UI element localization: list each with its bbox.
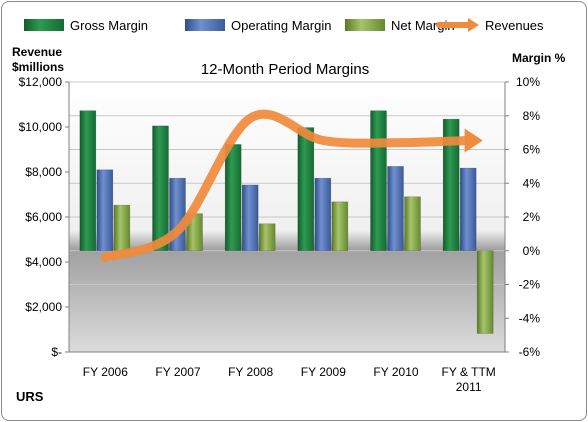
x-tick-label: FY & TTM	[442, 365, 496, 379]
bar-gross-margin	[297, 127, 315, 252]
left-tick-label: $4,000	[25, 255, 62, 269]
bar-operating-margin	[241, 184, 259, 252]
legend-swatch-operating-margin	[185, 19, 225, 31]
legend-label-revenues: Revenues	[485, 18, 544, 33]
bar-gross-margin	[442, 118, 460, 252]
company-label: URS	[16, 389, 44, 404]
left-tick-label: $10,000	[19, 120, 63, 134]
x-tick-label: FY 2010	[373, 365, 418, 379]
bar-operating-margin	[459, 167, 477, 252]
x-tick-label: FY 2009	[301, 365, 346, 379]
right-tick-label: 8%	[523, 109, 541, 123]
left-tick-label: $8,000	[25, 165, 62, 179]
chart-title: 12-Month Period Margins	[201, 61, 369, 78]
bar-gross-margin	[370, 110, 387, 252]
left-axis-label-line1: Revenue	[12, 45, 62, 59]
revenue-line	[100, 109, 483, 262]
right-axis-label: Margin %	[512, 51, 566, 65]
x-tick-label: FY 2006	[83, 365, 128, 379]
left-tick-label: $12,000	[19, 75, 63, 89]
bar-net-margin	[331, 201, 349, 252]
left-tick-label: $2,000	[25, 300, 62, 314]
bar-net-margin	[113, 204, 131, 252]
legend: Gross Margin Operating Margin Net Margin Re…	[24, 18, 544, 33]
bars	[79, 110, 494, 334]
legend-label-gross-margin: Gross Margin	[70, 18, 148, 33]
right-tick-label: 4%	[523, 176, 541, 190]
bar-net-margin	[476, 250, 494, 334]
legend-label-net-margin: Net Margin	[391, 18, 455, 33]
bar-operating-margin	[314, 177, 332, 252]
bar-net-margin	[404, 196, 421, 252]
right-tick-label: 6%	[523, 143, 541, 157]
left-axis-label-line2: $millions	[12, 60, 64, 74]
bar-operating-margin	[387, 166, 404, 252]
bar-gross-margin	[224, 144, 242, 252]
x-tick-label: FY 2008	[228, 365, 273, 379]
bar-operating-margin	[96, 169, 114, 252]
right-tick-label: -6%	[519, 345, 541, 359]
bar-gross-margin	[79, 110, 97, 252]
bar-gross-margin	[152, 125, 169, 252]
legend-swatch-net-margin	[345, 19, 385, 31]
revenues-line	[100, 109, 474, 262]
right-tick-label: 2%	[523, 210, 541, 224]
legend-arrow-revenues	[468, 18, 479, 32]
right-tick-label: 0%	[523, 244, 541, 258]
left-tick-label: $6,000	[25, 210, 62, 224]
right-tick-label: -2%	[519, 278, 541, 292]
right-tick-label: 10%	[516, 75, 540, 89]
legend-label-operating-margin: Operating Margin	[231, 18, 331, 33]
x-tick-label: FY 2007	[155, 365, 200, 379]
legend-swatch-gross-margin	[24, 19, 64, 31]
axes: $- $2,000 $4,000 $6,000 $8,000 $10,000 $12,000…	[19, 75, 541, 394]
right-tick-label: -4%	[519, 311, 541, 325]
bar-net-margin	[258, 223, 276, 252]
revenues-arrowhead	[464, 128, 483, 153]
left-tick-label: $-	[51, 345, 62, 359]
x-tick-label: 2011	[456, 380, 482, 394]
